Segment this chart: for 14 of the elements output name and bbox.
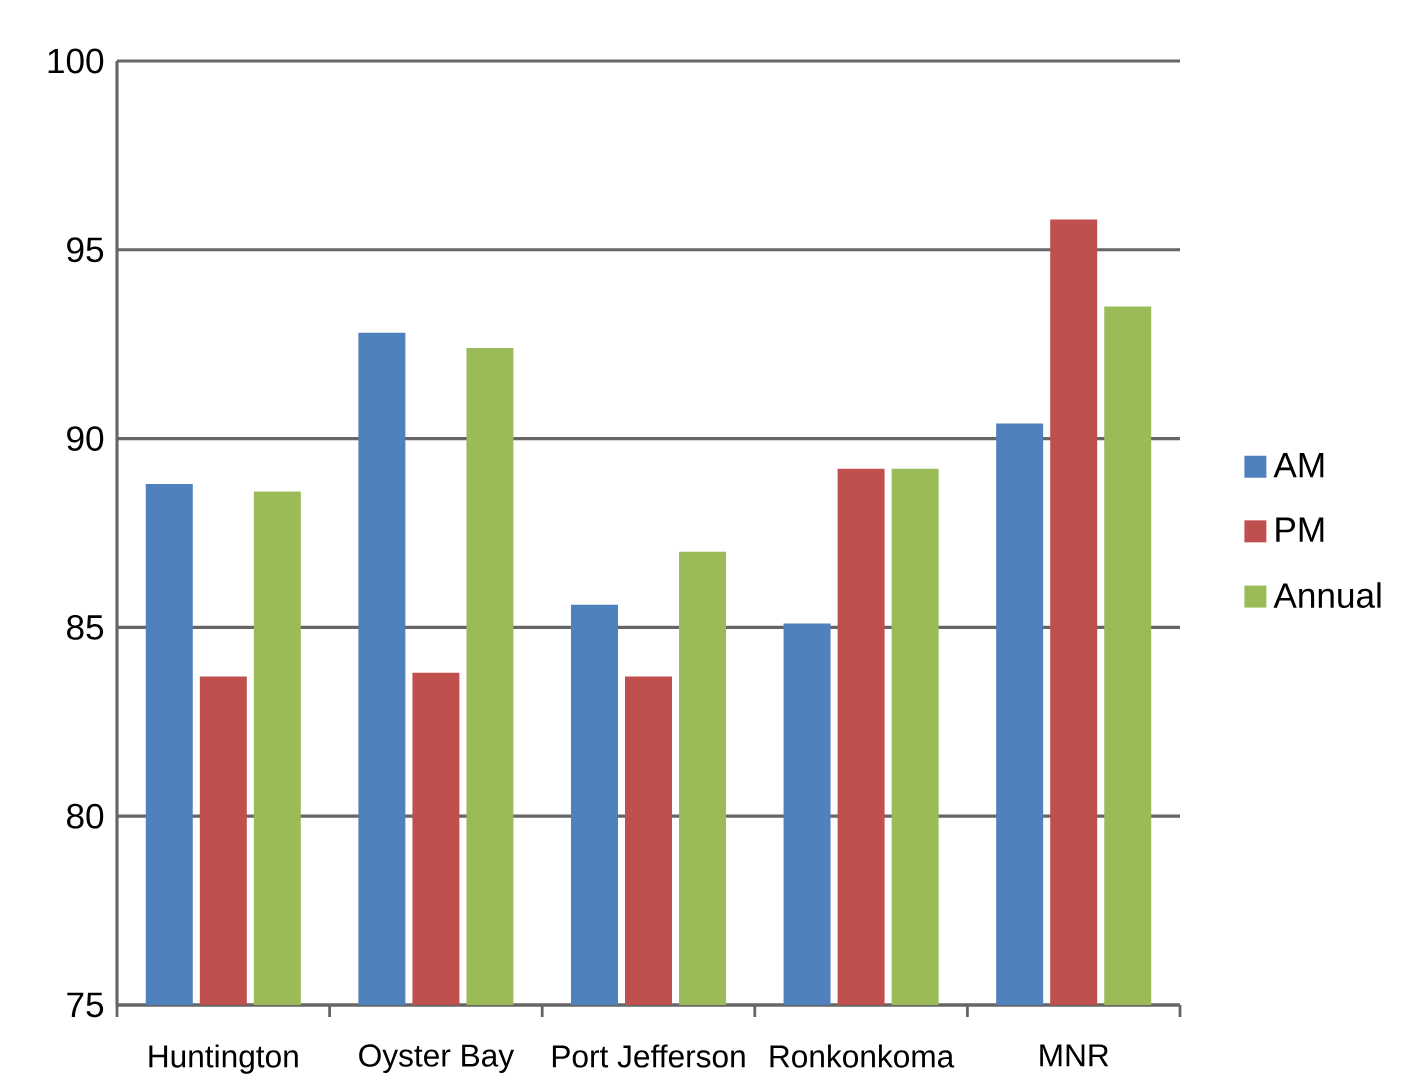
y-tick-label: 95 [67,237,104,263]
y-tick-label: 85 [67,614,104,640]
x-tick-label: Oyster Bay [359,1044,515,1074]
x-tick-label: MNR [1040,1044,1109,1067]
legend-label: PM [1276,517,1324,542]
x-tick-label: Huntington [149,1044,298,1074]
legend-label: AM [1273,453,1324,478]
x-tick-label: Ronkonkoma [770,1044,955,1068]
y-tick-label: 90 [67,426,104,452]
y-tick-label: 75 [67,992,104,1018]
y-tick-label: 100 [48,48,104,74]
x-tick-label: Port Jefferson [552,1044,745,1068]
y-tick-label: 80 [67,803,104,829]
legend-label: Annual [1273,582,1381,609]
